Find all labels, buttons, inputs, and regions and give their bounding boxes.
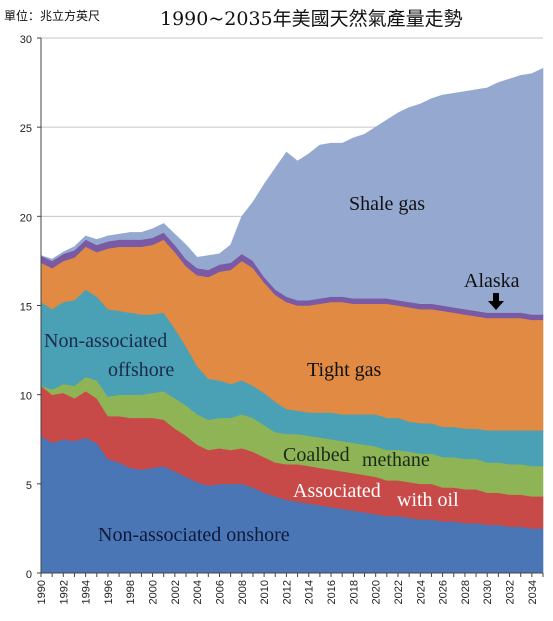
area-series xyxy=(40,67,544,574)
x-tick-label: 1994 xyxy=(81,580,93,604)
y-tick-label: 30 xyxy=(20,34,32,46)
annotation-label: Shale gas xyxy=(349,193,425,215)
x-tick-label: 2028 xyxy=(460,580,472,604)
annotation-label: Tight gas xyxy=(307,359,382,381)
annotation-label: Associated xyxy=(293,480,381,502)
x-tick-label: 1996 xyxy=(103,580,115,604)
x-tick-label: 2016 xyxy=(326,580,338,604)
x-tick-label: 2014 xyxy=(304,580,316,604)
area-shale-gas xyxy=(40,67,544,315)
x-tick-label: 2026 xyxy=(438,580,450,604)
x-tick-label: 2004 xyxy=(192,580,204,604)
x-tick-label: 2024 xyxy=(415,580,427,604)
x-tick-label: 2008 xyxy=(237,580,249,604)
y-tick-label: 10 xyxy=(20,391,32,403)
annotation-label: methane xyxy=(362,449,430,471)
annotation-label: Non-associated onshore xyxy=(98,524,290,546)
x-tick-label: 2010 xyxy=(259,580,271,604)
y-tick-label: 15 xyxy=(20,302,32,314)
x-tick-label: 2022 xyxy=(393,580,405,604)
annotation-label: with oil xyxy=(397,489,459,511)
x-tick-label: 1990 xyxy=(36,580,48,604)
unit-label: 單位：兆立方英尺 xyxy=(4,8,100,23)
x-tick-label: 1992 xyxy=(58,580,70,604)
x-tick-label: 2002 xyxy=(170,580,182,604)
x-tick-label: 2018 xyxy=(348,580,360,604)
x-tick-label: 2012 xyxy=(281,580,293,604)
x-tick-label: 2034 xyxy=(527,580,539,604)
annotation-label: Coalbed xyxy=(283,444,350,466)
y-axis-ticks: 0 5 10 15 20 25 30 xyxy=(20,34,41,581)
alaska-arrow-icon xyxy=(488,293,504,310)
annotation-label: Alaska xyxy=(464,270,520,292)
x-tick-label: 2000 xyxy=(148,580,160,604)
annotation-label: Non-associated xyxy=(44,330,167,352)
x-axis-ticks: 1990 1992 1994 1996 1998 2000 2002 2004 2006 2008… xyxy=(36,573,544,604)
x-tick-label: 1998 xyxy=(125,580,137,604)
y-tick-label: 25 xyxy=(20,123,32,135)
y-tick-label: 20 xyxy=(20,212,32,224)
annotation-label: offshore xyxy=(108,359,174,381)
chart-title: 1990~2035年美國天然氣產量走勢 xyxy=(160,8,463,30)
x-tick-label: 2030 xyxy=(482,580,494,604)
annotations: Shale gas Alaska Non-associated offshore Tig… xyxy=(44,193,520,546)
y-tick-label: 0 xyxy=(26,569,32,581)
x-tick-label: 2020 xyxy=(371,580,383,604)
y-tick-label: 5 xyxy=(26,480,32,492)
x-tick-label: 2032 xyxy=(505,580,517,604)
x-tick-label: 2006 xyxy=(214,580,226,604)
